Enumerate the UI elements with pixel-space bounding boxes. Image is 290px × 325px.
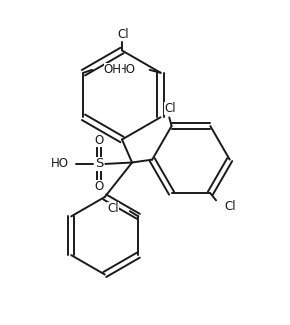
Text: Cl: Cl (118, 28, 129, 41)
Text: S: S (95, 157, 103, 170)
Text: Cl: Cl (164, 102, 176, 115)
Text: O: O (95, 180, 104, 193)
Text: Cl: Cl (107, 202, 119, 215)
Text: Cl: Cl (225, 200, 236, 213)
Text: HO: HO (51, 157, 69, 170)
Text: OH: OH (104, 63, 122, 76)
Text: HO: HO (118, 63, 136, 76)
Text: O: O (95, 135, 104, 148)
